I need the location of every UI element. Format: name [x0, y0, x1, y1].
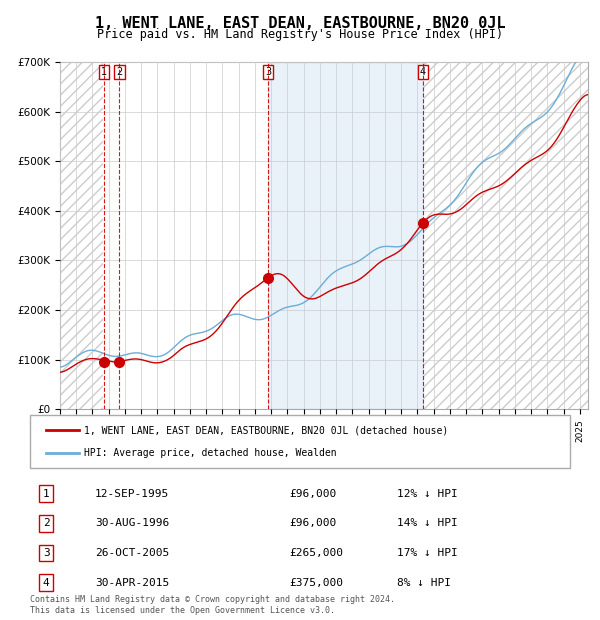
Text: Contains HM Land Registry data © Crown copyright and database right 2024.
This d: Contains HM Land Registry data © Crown c…	[30, 595, 395, 614]
Text: 2: 2	[43, 518, 50, 528]
Text: 1: 1	[43, 489, 50, 498]
Text: 12% ↓ HPI: 12% ↓ HPI	[397, 489, 458, 498]
Text: 2: 2	[116, 67, 122, 78]
Text: £265,000: £265,000	[289, 548, 343, 558]
Text: 8% ↓ HPI: 8% ↓ HPI	[397, 578, 451, 588]
Text: 1: 1	[101, 67, 107, 78]
Text: 3: 3	[265, 67, 271, 78]
Bar	[60, 62, 103, 409]
Bar	[60, 62, 103, 409]
Text: £96,000: £96,000	[289, 489, 337, 498]
Text: Price paid vs. HM Land Registry's House Price Index (HPI): Price paid vs. HM Land Registry's House …	[97, 28, 503, 41]
FancyBboxPatch shape	[30, 415, 570, 468]
Text: 17% ↓ HPI: 17% ↓ HPI	[397, 548, 458, 558]
Text: 12-SEP-1995: 12-SEP-1995	[95, 489, 169, 498]
Text: HPI: Average price, detached house, Wealden: HPI: Average price, detached house, Weal…	[84, 448, 337, 458]
Text: £375,000: £375,000	[289, 578, 343, 588]
Text: 30-APR-2015: 30-APR-2015	[95, 578, 169, 588]
Bar	[424, 62, 589, 409]
Text: 14% ↓ HPI: 14% ↓ HPI	[397, 518, 458, 528]
Text: 30-AUG-1996: 30-AUG-1996	[95, 518, 169, 528]
Text: 26-OCT-2005: 26-OCT-2005	[95, 548, 169, 558]
Text: 3: 3	[43, 548, 50, 558]
Bar	[268, 62, 423, 409]
Text: 1, WENT LANE, EAST DEAN, EASTBOURNE, BN20 0JL (detached house): 1, WENT LANE, EAST DEAN, EASTBOURNE, BN2…	[84, 425, 448, 435]
Bar	[60, 62, 103, 409]
Text: 1, WENT LANE, EAST DEAN, EASTBOURNE, BN20 0JL: 1, WENT LANE, EAST DEAN, EASTBOURNE, BN2…	[95, 16, 505, 30]
Text: £96,000: £96,000	[289, 518, 337, 528]
Text: 4: 4	[420, 67, 426, 78]
Text: 4: 4	[43, 578, 50, 588]
